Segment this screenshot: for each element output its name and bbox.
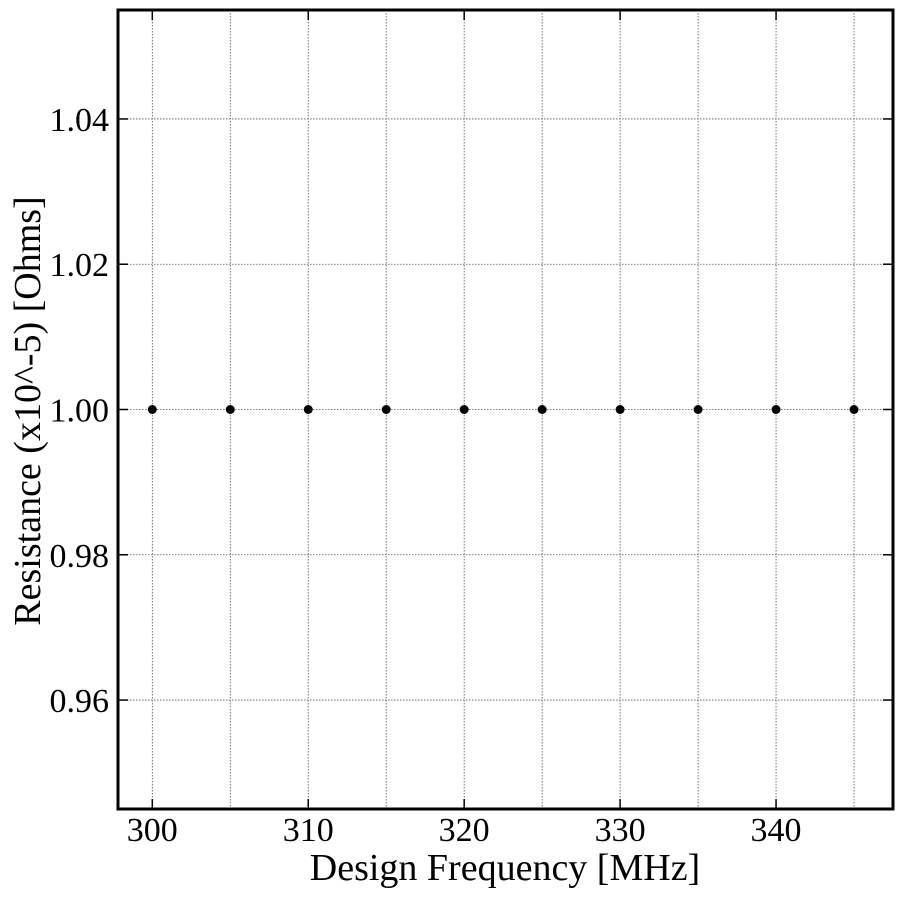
y-tick-labels: 0.96 0.98 1.00 1.02 1.04 [50,102,110,720]
data-point [459,405,469,414]
y-tick-label: 1.02 [50,247,110,284]
y-tick-label: 0.96 [50,683,110,720]
y-tick-label: 1.04 [50,102,110,139]
data-point [225,405,235,414]
x-tick-labels: 300 310 320 330 340 [127,812,802,849]
data-point [147,405,157,414]
data-point [771,405,781,414]
x-tick-label: 300 [127,812,178,849]
data-point [693,405,703,414]
plot-frame [116,8,895,811]
x-axis-label: Design Frequency [MHz] [310,847,700,889]
y-tick-label: 0.98 [50,538,110,575]
x-tick-label: 330 [595,812,646,849]
x-tick-label: 340 [751,812,802,849]
x-tick-label: 310 [283,812,334,849]
data-point [849,405,859,414]
y-axis-label: Resistance (x10^-5) [Ohms] [7,196,49,625]
data-point [537,405,547,414]
ticks [118,10,893,809]
data-point [615,405,625,414]
data-point [303,405,313,414]
data-points [147,405,859,414]
y-tick-label: 1.00 [50,393,110,430]
data-point [381,405,391,414]
x-tick-label: 320 [439,812,490,849]
